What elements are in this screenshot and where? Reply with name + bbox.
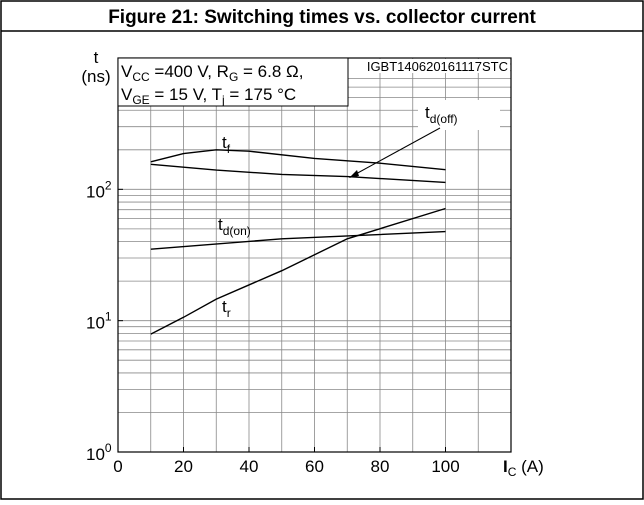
conditions-part: V: [121, 85, 133, 104]
conditions-box: [117, 57, 349, 107]
x-label-part: (A): [516, 457, 543, 476]
conditions-part: V: [121, 62, 133, 81]
series-label: tr: [222, 297, 231, 320]
series-subscript: d(on): [223, 224, 251, 238]
x-tick-label: 0: [113, 457, 122, 476]
series-label: tf: [222, 133, 231, 156]
y-tick-exponent: 2: [105, 178, 112, 192]
series-line: [150, 207, 446, 335]
conditions-part: = 6.8 Ω,: [238, 62, 303, 81]
x-label-part: C: [508, 465, 517, 479]
conditions: VGE = 15 V, Tj = 175 °C: [121, 85, 296, 107]
conditions-part: = 15 V, T: [150, 85, 222, 104]
y-tick-base: 10: [86, 445, 105, 464]
y-tick-label: 100: [86, 441, 112, 464]
y-tick-exponent: 1: [105, 310, 112, 324]
x-label-part: I: [503, 457, 508, 476]
series-subscript: f: [227, 142, 231, 156]
series-line: [150, 230, 446, 250]
series-name: t: [218, 215, 223, 234]
series-label: td(off): [425, 103, 458, 126]
x-tick-label: 40: [240, 457, 259, 476]
conditions-part: GE: [132, 93, 149, 107]
code-label: IGBT140620161117STC: [367, 59, 508, 74]
chart-title: Figure 21: Switching times vs. collector…: [108, 7, 536, 28]
label-box: [418, 100, 500, 130]
x-label: IC (A): [503, 457, 544, 479]
y-tick-label: 102: [86, 178, 112, 201]
conditions: VCC =400 V, RG = 6.8 Ω,: [121, 62, 303, 84]
series-label: td(on): [218, 215, 251, 238]
y-tick-base: 10: [86, 314, 105, 333]
y-tick-label: 101: [86, 310, 112, 333]
pointer-head: [349, 170, 359, 178]
y-tick-exponent: 0: [105, 441, 112, 455]
x-tick-label: 20: [174, 457, 193, 476]
series-line: [150, 163, 446, 184]
code-box: [344, 59, 510, 73]
series-name: t: [425, 103, 430, 122]
series-line: [150, 149, 446, 171]
conditions-part: G: [229, 70, 238, 84]
x-tick-label: 80: [371, 457, 390, 476]
x-tick-label: 60: [305, 457, 324, 476]
series-subscript: d(off): [430, 112, 458, 126]
conditions-part: CC: [132, 70, 150, 84]
series-name: t: [222, 297, 227, 316]
y-label: t: [94, 48, 99, 67]
pointer: [353, 127, 441, 176]
conditions-part: j: [221, 93, 225, 107]
series-name: t: [222, 133, 227, 152]
series-subscript: r: [227, 306, 231, 320]
conditions-part: = 175 °C: [225, 85, 297, 104]
conditions-part: =400 V, R: [150, 62, 229, 81]
y-label: (ns): [81, 67, 110, 86]
y-tick-base: 10: [86, 182, 105, 201]
x-tick-label: 100: [431, 457, 459, 476]
